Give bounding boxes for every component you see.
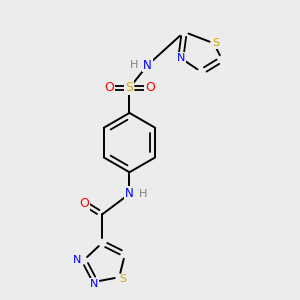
Text: O: O bbox=[104, 81, 114, 94]
Text: S: S bbox=[213, 38, 220, 48]
Text: N: N bbox=[125, 188, 134, 200]
Text: N: N bbox=[177, 53, 185, 63]
Text: O: O bbox=[145, 81, 155, 94]
Text: H: H bbox=[130, 60, 138, 70]
Text: S: S bbox=[119, 274, 126, 284]
Text: N: N bbox=[90, 279, 98, 289]
Text: S: S bbox=[125, 81, 134, 94]
Text: O: O bbox=[79, 196, 89, 209]
Text: N: N bbox=[73, 255, 81, 265]
Text: N: N bbox=[143, 58, 152, 71]
Text: H: H bbox=[139, 189, 147, 199]
